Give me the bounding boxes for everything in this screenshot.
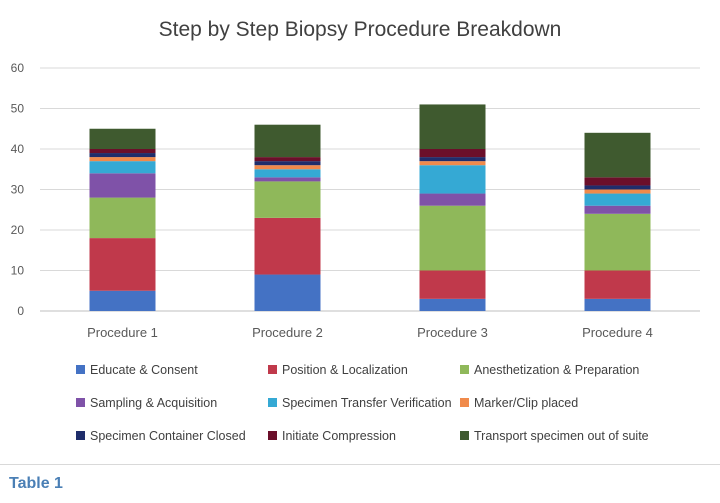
bar-segment [419, 149, 486, 158]
bar-segment [584, 185, 651, 190]
legend-swatch [460, 398, 469, 407]
bar-segment [89, 161, 156, 174]
y-tick-label: 10 [11, 264, 25, 278]
bar-segment [419, 205, 486, 271]
legend-swatch [76, 398, 85, 407]
bar-segment [89, 128, 156, 149]
legend-swatch [268, 398, 277, 407]
bar-segment [584, 177, 651, 186]
x-tick-label: Procedure 3 [417, 325, 488, 340]
y-tick-label: 40 [11, 142, 25, 156]
y-tick-label: 20 [11, 223, 25, 237]
bar-segment [419, 165, 486, 194]
bar-segment [584, 298, 651, 311]
y-tick-label: 60 [11, 61, 25, 75]
legend-label: Educate & Consent [90, 363, 198, 377]
x-tick-label: Procedure 1 [87, 325, 158, 340]
bar-segment [584, 132, 651, 178]
y-tick-label: 30 [11, 183, 25, 197]
bar-segment [89, 173, 156, 198]
legend-label: Marker/Clip placed [474, 396, 578, 410]
bar-segment [584, 193, 651, 206]
bar-segment [254, 157, 321, 162]
bar-segment [254, 165, 321, 170]
stacked-bar-chart: Step by Step Biopsy Procedure Breakdown … [11, 18, 700, 443]
x-tick-label: Procedure 4 [582, 325, 653, 340]
legend-label: Anesthetization & Preparation [474, 363, 639, 377]
bars [89, 104, 651, 311]
bar-segment [89, 197, 156, 239]
bar-segment [584, 213, 651, 271]
bar-segment [254, 124, 321, 158]
legend-label: Specimen Container Closed [90, 429, 246, 443]
divider [0, 464, 720, 465]
bar-segment [419, 104, 486, 149]
bar-segment [89, 149, 156, 154]
table-caption: Table 1 [9, 475, 63, 492]
bar-segment [419, 193, 486, 206]
legend-swatch [76, 365, 85, 374]
bar-segment [89, 290, 156, 311]
y-tick-label: 0 [17, 304, 24, 318]
bar-segment [419, 161, 486, 166]
legend: Educate & Consent Position & Localization… [76, 363, 649, 443]
legend-label: Initiate Compression [282, 429, 396, 443]
y-axis-ticks: 0 10 20 30 40 50 60 [11, 61, 25, 318]
legend-label: Position & Localization [282, 363, 408, 377]
bar-segment [254, 274, 321, 311]
legend-swatch [460, 431, 469, 440]
legend-label: Specimen Transfer Verification [282, 396, 452, 410]
bar-segment [254, 217, 321, 275]
bar-segment [584, 189, 651, 194]
bar-segment [89, 157, 156, 162]
bar-segment [254, 177, 321, 182]
bar-segment [584, 205, 651, 214]
bar-segment [89, 238, 156, 291]
chart-area: Step by Step Biopsy Procedure Breakdown … [10, 18, 700, 443]
bar-segment [419, 298, 486, 311]
x-axis: Procedure 1 Procedure 2 Procedure 3 Procedu… [87, 325, 653, 340]
bar-segment [254, 161, 321, 166]
legend-swatch [268, 365, 277, 374]
legend-label: Transport specimen out of suite [474, 429, 649, 443]
bar-segment [254, 181, 321, 218]
x-tick-label: Procedure 2 [252, 325, 323, 340]
chart-title: Step by Step Biopsy Procedure Breakdown [159, 18, 562, 41]
bar-segment [419, 157, 486, 162]
bar-segment [89, 153, 156, 158]
bar-segment [254, 169, 321, 178]
bar-segment [584, 270, 651, 299]
legend-label: Sampling & Acquisition [90, 396, 217, 410]
y-tick-label: 50 [11, 102, 25, 116]
legend-swatch [76, 431, 85, 440]
bar-segment [419, 270, 486, 299]
legend-swatch [460, 365, 469, 374]
legend-swatch [268, 431, 277, 440]
